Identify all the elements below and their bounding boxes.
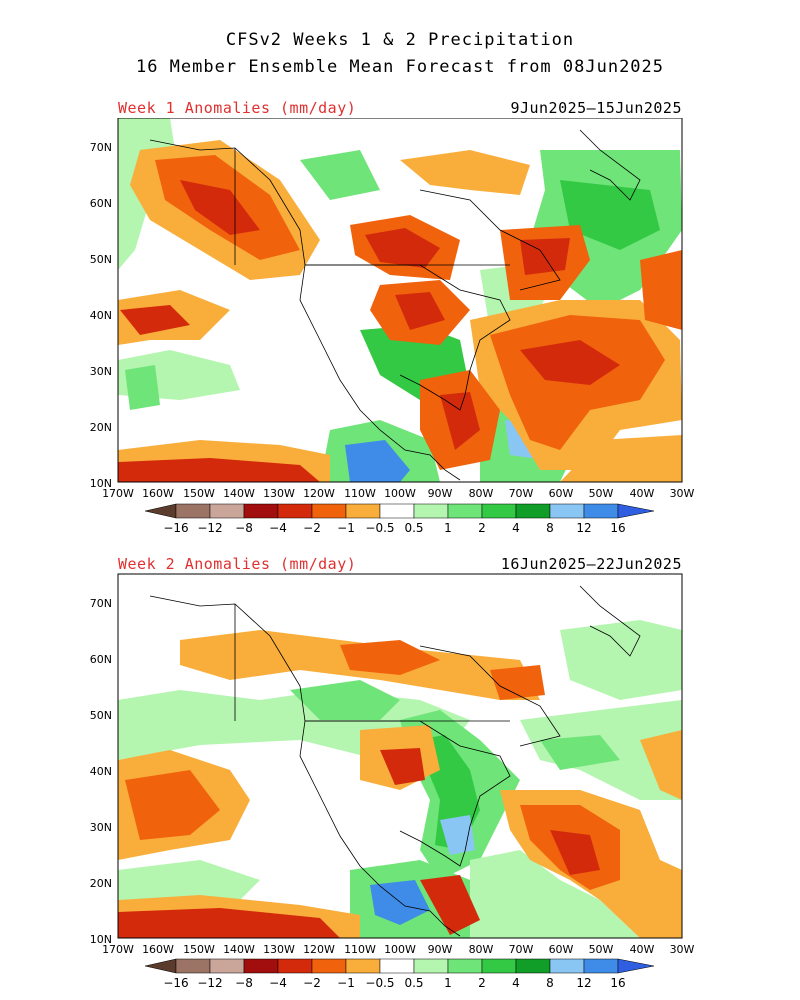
lon-label: 30W [670, 943, 695, 956]
colorbar-1-swatches [144, 503, 655, 519]
lon-label: 60W [549, 487, 574, 500]
lon-label: 150W [183, 943, 215, 956]
colorbar-label: 12 [576, 976, 591, 990]
colorbar-label: 2 [478, 521, 486, 535]
colorbar-label: −1 [337, 521, 355, 535]
colorbar-2-labels: −16 −12 −8 −4 −2 −1 −0.5 0.5 1 2 4 8 12 … [163, 976, 625, 990]
colorbar-label: 1 [444, 521, 452, 535]
colorbar-label: −12 [197, 521, 222, 535]
lat-label: 40N [90, 309, 112, 322]
colorbar-2: −16 −12 −8 −4 −2 −1 −0.5 0.5 1 2 4 8 12 … [144, 958, 655, 990]
lat-label: 40N [90, 765, 112, 778]
panel-2-lon-ticks: 170W 160W 150W 140W 130W 120W 110W 100W … [102, 943, 694, 956]
lon-label: 170W [102, 943, 134, 956]
colorbar-label: −2 [303, 521, 321, 535]
colorbar-label: 0.5 [404, 521, 423, 535]
panel-1-title: Week 1 Anomalies (mm/day) [118, 99, 357, 117]
colorbar-label: 0.5 [404, 976, 423, 990]
colorbar-label: 8 [546, 976, 554, 990]
colorbar-label: −12 [197, 976, 222, 990]
panel-2-coastlines [149, 585, 641, 937]
colorbar-label: −8 [235, 976, 253, 990]
colorbar-label: 12 [576, 521, 591, 535]
lon-label: 50W [589, 487, 614, 500]
lon-label: 90W [428, 943, 453, 956]
colorbar-label: 8 [546, 521, 554, 535]
lon-label: 140W [223, 943, 255, 956]
lat-label: 60N [90, 653, 112, 666]
main-title-line1: CFSv2 Weeks 1 & 2 Precipitation [225, 30, 575, 50]
lon-label: 150W [183, 487, 215, 500]
colorbar-label: 4 [512, 976, 520, 990]
panel-2-lat-ticks: 70N 60N 50N 40N 30N 20N 10N [90, 597, 112, 946]
lon-label: 120W [303, 487, 335, 500]
lat-label: 30N [90, 365, 112, 378]
lat-label: 30N [90, 821, 112, 834]
colorbar-label: −2 [303, 976, 321, 990]
lon-label: 70W [509, 487, 534, 500]
lon-label: 40W [630, 487, 655, 500]
lat-label: 10N [90, 933, 112, 946]
panel-2-anomaly-fields [118, 620, 682, 938]
lon-label: 170W [102, 487, 134, 500]
lon-label: 140W [223, 487, 255, 500]
lon-label: 160W [142, 943, 174, 956]
colorbar-label: 4 [512, 521, 520, 535]
lon-label: 100W [384, 943, 416, 956]
colorbar-1: −16 −12 −8 −4 −2 −1 −0.5 0.5 1 2 4 8 12 … [144, 503, 655, 535]
lat-label: 20N [90, 421, 112, 434]
lon-label: 120W [303, 943, 335, 956]
lon-label: 130W [263, 943, 295, 956]
lon-label: 80W [469, 487, 494, 500]
panel-2-map: 70N 60N 50N 40N 30N 20N 10N 170W 160W 15… [90, 573, 695, 956]
lat-label: 50N [90, 709, 112, 722]
colorbar-2-swatches [144, 958, 655, 974]
panel-1-map: 70N 60N 50N 40N 30N 20N 10N 170W 160W 15… [90, 118, 695, 500]
lon-label: 110W [344, 487, 376, 500]
lon-label: 40W [630, 943, 655, 956]
colorbar-label: −4 [269, 521, 287, 535]
lon-label: 110W [344, 943, 376, 956]
lat-label: 70N [90, 141, 112, 154]
lon-label: 80W [469, 943, 494, 956]
colorbar-label: 2 [478, 976, 486, 990]
colorbar-label: −16 [163, 976, 188, 990]
lon-label: 60W [549, 943, 574, 956]
lat-label: 70N [90, 597, 112, 610]
lon-label: 130W [263, 487, 295, 500]
main-title-line2: 16 Member Ensemble Mean Forecast from 08… [135, 57, 665, 77]
lon-label: 90W [428, 487, 453, 500]
colorbar-label: 16 [610, 976, 625, 990]
panel-1-coastlines [149, 129, 641, 481]
lat-label: 20N [90, 877, 112, 890]
lat-label: 50N [90, 253, 112, 266]
colorbar-label: −0.5 [365, 521, 394, 535]
lon-label: 50W [589, 943, 614, 956]
panel-1-lat-ticks: 70N 60N 50N 40N 30N 20N 10N [90, 141, 112, 490]
panel-2-title: Week 2 Anomalies (mm/day) [118, 555, 357, 573]
colorbar-label: 1 [444, 976, 452, 990]
colorbar-label: −1 [337, 976, 355, 990]
lon-label: 30W [670, 487, 695, 500]
panel-1-lon-ticks: 170W 160W 150W 140W 130W 120W 110W 100W … [102, 487, 694, 500]
lon-label: 160W [142, 487, 174, 500]
colorbar-label: −16 [163, 521, 188, 535]
lon-label: 100W [384, 487, 416, 500]
lat-label: 10N [90, 477, 112, 490]
panel-1-dates: 9Jun2025–15Jun2025 [510, 99, 682, 117]
panel-1-anomaly-fields [118, 118, 682, 482]
lon-label: 70W [509, 943, 534, 956]
panel-2-dates: 16Jun2025–22Jun2025 [500, 555, 682, 573]
colorbar-label: −4 [269, 976, 287, 990]
colorbar-label: 16 [610, 521, 625, 535]
colorbar-label: −8 [235, 521, 253, 535]
lat-label: 60N [90, 197, 112, 210]
colorbar-label: −0.5 [365, 976, 394, 990]
colorbar-1-labels: −16 −12 −8 −4 −2 −1 −0.5 0.5 1 2 4 8 12 … [163, 521, 625, 535]
